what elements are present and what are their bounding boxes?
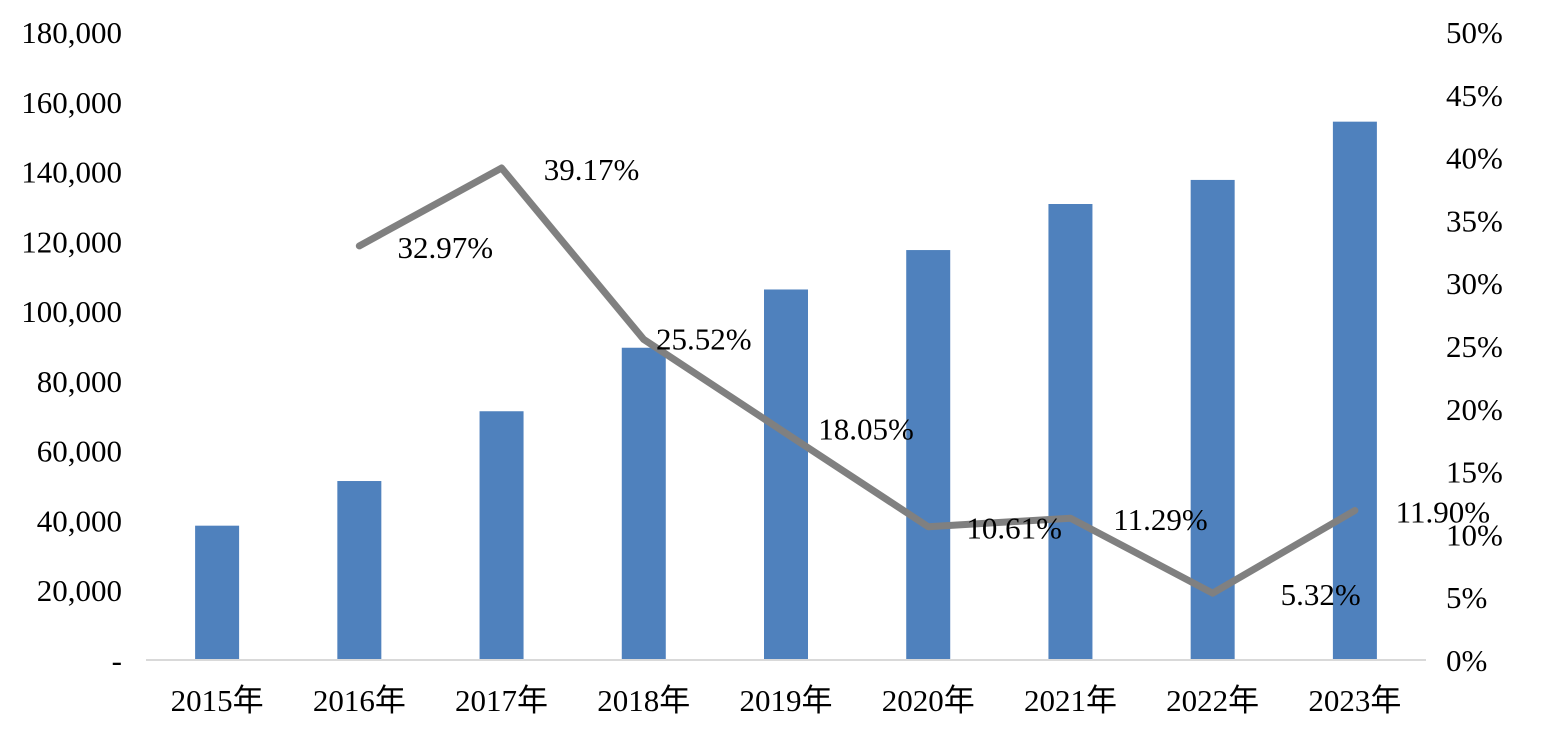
x-tick-label: 2023年 [1308, 683, 1401, 718]
bar-3 [621, 347, 666, 660]
left-tick-label: - [112, 643, 122, 678]
left-tick-label: 100,000 [21, 294, 122, 329]
right-tick-label: 45% [1446, 78, 1503, 113]
line-data-label: 18.05% [818, 411, 914, 446]
x-tick-label: 2015年 [171, 683, 264, 718]
left-tick-label: 180,000 [21, 15, 122, 50]
right-tick-label: 35% [1446, 203, 1503, 238]
bars-layer [195, 121, 1377, 661]
x-tick-label: 2020年 [882, 683, 975, 718]
line-data-label: 25.52% [656, 321, 752, 356]
left-tick-label: 120,000 [21, 224, 122, 259]
right-tick-label: 10% [1446, 517, 1503, 552]
right-tick-label: 5% [1446, 580, 1487, 615]
bar-0 [195, 525, 240, 660]
line-data-label: 32.97% [398, 230, 494, 265]
right-tick-label: 30% [1446, 266, 1503, 301]
right-tick-label: 50% [1446, 15, 1503, 50]
right-tick-label: 25% [1446, 329, 1503, 364]
left-tick-label: 140,000 [21, 155, 122, 190]
right-tick-label: 15% [1446, 455, 1503, 490]
left-axis-ticks: - 20,000 40,000 60,000 80,000 100,000 120,000 1… [21, 15, 122, 678]
bar-2 [479, 411, 524, 660]
bar-5 [906, 250, 951, 661]
x-tick-label: 2017年 [455, 683, 548, 718]
right-tick-label: 0% [1446, 643, 1487, 678]
right-axis-ticks: 0% 5% 10% 15% 20% 25% 30% 35% 40% 45% 50% [1446, 15, 1503, 678]
line-data-label: 11.29% [1113, 502, 1207, 537]
right-tick-label: 40% [1446, 141, 1503, 176]
x-axis-ticks: 2015年 2016年 2017年 2018年 2019年 2020年 2021年 2022年… [171, 683, 1402, 718]
line-data-label: 10.61% [966, 511, 1062, 546]
bar-1 [337, 481, 382, 660]
bar-7 [1190, 179, 1235, 660]
x-tick-label: 2016年 [313, 683, 406, 718]
left-tick-label: 60,000 [37, 434, 122, 469]
bar-8 [1332, 121, 1377, 661]
left-tick-label: 20,000 [37, 573, 122, 608]
x-tick-label: 2019年 [740, 683, 833, 718]
line-layer [355, 164, 1359, 597]
growth-line [355, 164, 1359, 597]
x-tick-label: 2018年 [597, 683, 690, 718]
left-tick-label: 80,000 [37, 364, 122, 399]
line-data-label: 11.90% [1396, 495, 1490, 530]
left-tick-label: 40,000 [37, 503, 122, 538]
bar-6 [1048, 204, 1093, 660]
x-tick-label: 2021年 [1024, 683, 1117, 718]
right-tick-label: 20% [1446, 392, 1503, 427]
line-data-label: 39.17% [544, 152, 640, 187]
x-tick-label: 2022年 [1166, 683, 1259, 718]
bar-4 [764, 289, 808, 660]
line-data-label: 5.32% [1281, 577, 1361, 612]
line-data-labels: 32.97% 39.17% 25.52% 18.05% 10.61% 11.29% 5.32… [398, 152, 1491, 612]
left-tick-label: 160,000 [21, 85, 122, 120]
